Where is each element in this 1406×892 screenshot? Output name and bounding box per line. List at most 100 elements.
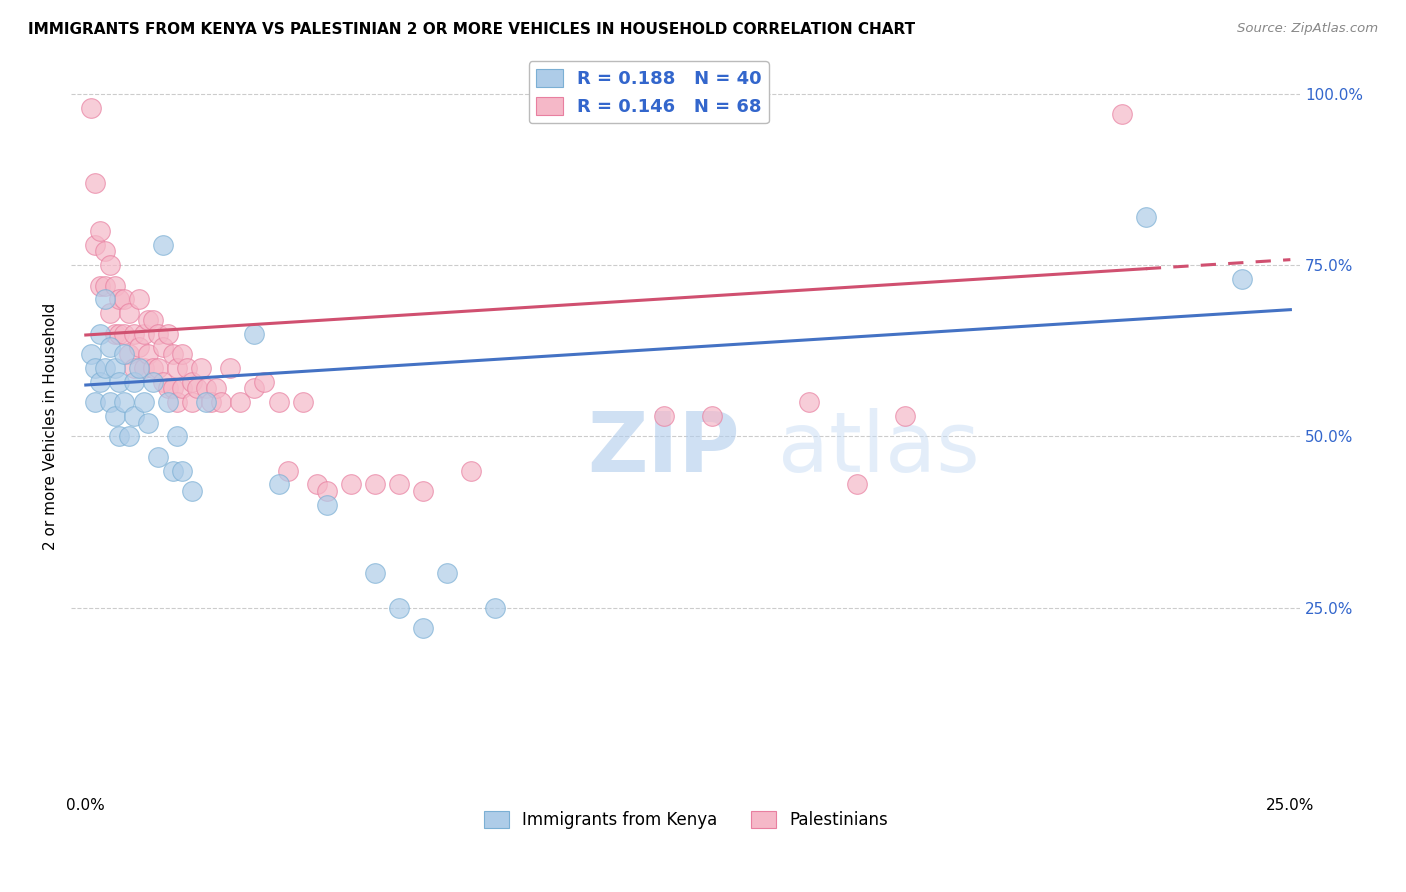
Legend: Immigrants from Kenya, Palestinians: Immigrants from Kenya, Palestinians: [477, 804, 894, 836]
Point: [152, 340, 174, 354]
Point: [89, 278, 111, 293]
Point: [112, 347, 135, 361]
Point: [122, 326, 145, 341]
Point: [1111, 107, 1133, 121]
Point: [152, 375, 174, 389]
Point: [845, 477, 868, 491]
Point: [142, 313, 165, 327]
Point: [132, 395, 155, 409]
Point: [138, 313, 160, 327]
Text: atlas: atlas: [778, 408, 980, 489]
Point: [104, 409, 127, 423]
Point: [118, 306, 141, 320]
Point: [162, 381, 184, 395]
Point: [190, 360, 212, 375]
Point: [172, 464, 194, 478]
Point: [112, 395, 135, 409]
Point: [307, 477, 329, 491]
Point: [84, 176, 107, 190]
Point: [364, 566, 387, 581]
Point: [128, 340, 150, 354]
Point: [94, 244, 117, 259]
Point: [98, 395, 121, 409]
Point: [166, 360, 188, 375]
Point: [138, 347, 160, 361]
Point: [128, 293, 150, 307]
Point: [128, 360, 150, 375]
Point: [166, 429, 188, 443]
Point: [156, 326, 179, 341]
Point: [1230, 272, 1253, 286]
Y-axis label: 2 or more Vehicles in Household: 2 or more Vehicles in Household: [44, 302, 58, 549]
Point: [84, 395, 107, 409]
Point: [166, 395, 188, 409]
Point: [1135, 210, 1157, 224]
Point: [195, 395, 218, 409]
Point: [94, 360, 117, 375]
Point: [436, 566, 458, 581]
Text: ZIP: ZIP: [588, 408, 740, 489]
Point: [176, 360, 198, 375]
Point: [89, 375, 111, 389]
Point: [108, 429, 131, 443]
Point: [112, 293, 135, 307]
Point: [156, 381, 179, 395]
Point: [98, 340, 121, 354]
Point: [112, 326, 135, 341]
Point: [267, 477, 290, 491]
Point: [94, 293, 117, 307]
Point: [219, 360, 242, 375]
Point: [108, 375, 131, 389]
Point: [460, 464, 482, 478]
Point: [364, 477, 387, 491]
Point: [146, 360, 169, 375]
Point: [388, 600, 411, 615]
Point: [172, 347, 194, 361]
Point: [79, 101, 101, 115]
Point: [84, 360, 107, 375]
Point: [412, 484, 434, 499]
Point: [797, 395, 820, 409]
Point: [79, 347, 101, 361]
Point: [122, 375, 145, 389]
Point: [412, 621, 434, 635]
Point: [229, 395, 252, 409]
Point: [89, 326, 111, 341]
Point: [388, 477, 411, 491]
Point: [315, 484, 337, 499]
Point: [118, 347, 141, 361]
Point: [277, 464, 299, 478]
Point: [162, 464, 184, 478]
Point: [209, 395, 232, 409]
Point: [195, 381, 218, 395]
Text: Source: ZipAtlas.com: Source: ZipAtlas.com: [1237, 22, 1378, 36]
Point: [243, 326, 266, 341]
Point: [108, 293, 131, 307]
Point: [205, 381, 228, 395]
Point: [146, 450, 169, 464]
Point: [291, 395, 314, 409]
Point: [315, 498, 337, 512]
Point: [98, 306, 121, 320]
Point: [180, 395, 202, 409]
Point: [200, 395, 222, 409]
Point: [652, 409, 675, 423]
Point: [702, 409, 724, 423]
Point: [253, 375, 276, 389]
Point: [104, 278, 127, 293]
Point: [142, 360, 165, 375]
Point: [98, 258, 121, 272]
Point: [138, 416, 160, 430]
Point: [484, 600, 506, 615]
Point: [132, 360, 155, 375]
Point: [186, 381, 208, 395]
Point: [94, 278, 117, 293]
Point: [118, 429, 141, 443]
Point: [180, 484, 202, 499]
Point: [104, 360, 127, 375]
Point: [108, 326, 131, 341]
Point: [243, 381, 266, 395]
Point: [146, 326, 169, 341]
Point: [894, 409, 917, 423]
Point: [156, 395, 179, 409]
